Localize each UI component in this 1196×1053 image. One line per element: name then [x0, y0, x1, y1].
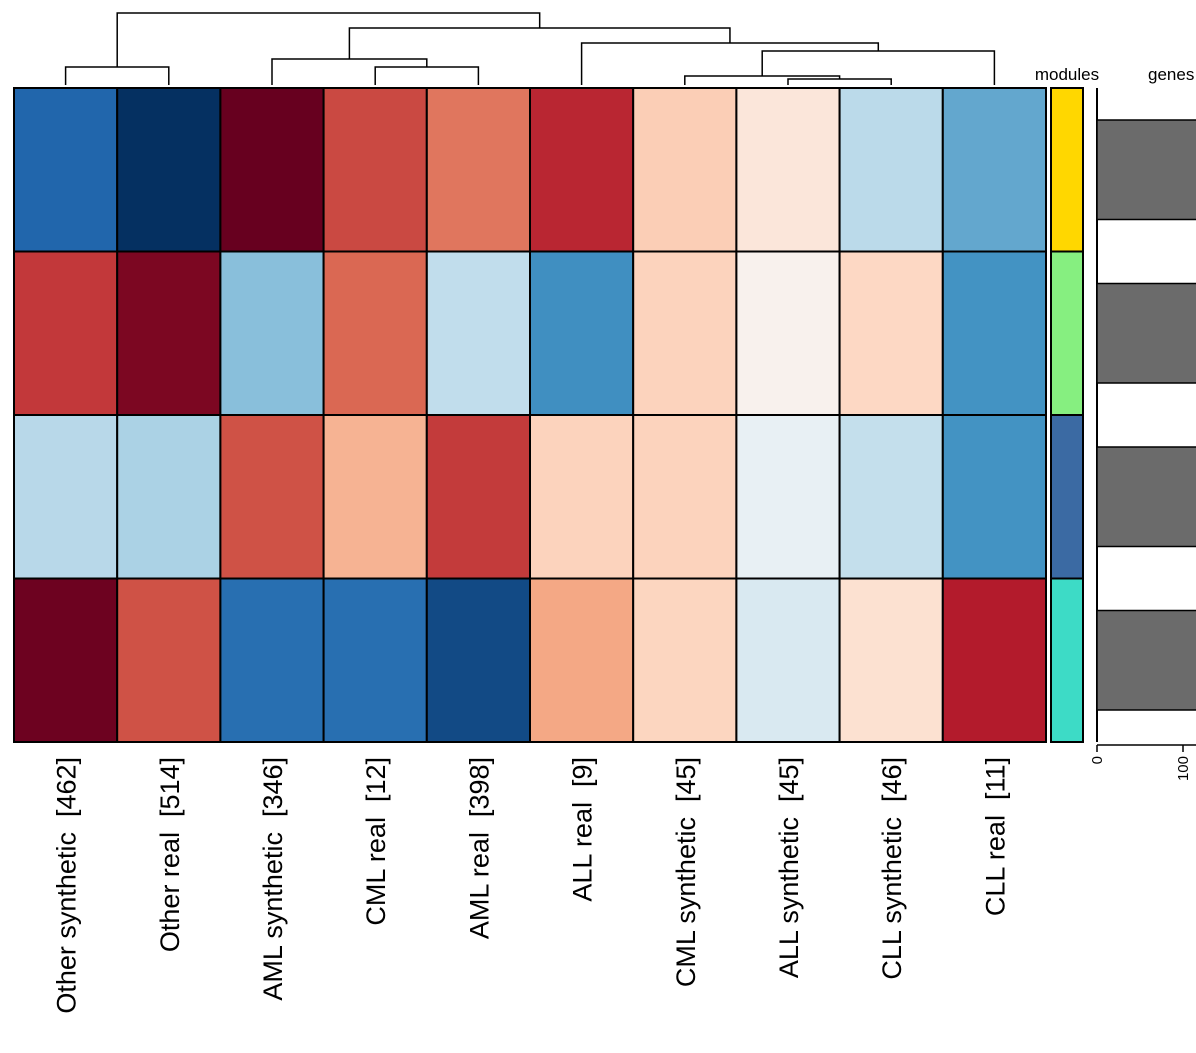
column-label: AML real [398]	[464, 757, 494, 939]
heatmap-cell	[322, 87, 428, 253]
heatmap-cell	[632, 250, 738, 416]
column-label: CLL real [11]	[980, 757, 1010, 916]
column-label: CML real [12]	[361, 757, 391, 926]
heatmap-cell	[941, 577, 1047, 743]
dendrogram-branch	[684, 75, 841, 85]
heatmap-cell	[838, 250, 944, 416]
heatmap-cell	[13, 414, 119, 580]
module-color-cell	[1050, 414, 1084, 580]
module-color-strip	[1050, 87, 1084, 743]
heatmap-cell	[838, 577, 944, 743]
column-label: CML synthetic [45]	[671, 757, 701, 987]
heatmap-cell	[941, 87, 1047, 253]
genes-tick-label: 0	[1089, 756, 1106, 764]
heatmap-cell	[838, 414, 944, 580]
dendrogram-branch	[374, 66, 480, 85]
heatmap-cell	[838, 87, 944, 253]
dendrogram-branch	[761, 50, 996, 85]
heatmap-cell	[425, 414, 531, 580]
heatmap-cell	[941, 414, 1047, 580]
heatmap-cell	[425, 87, 531, 253]
genes-bar	[1096, 609, 1196, 711]
genes-tick-label: 100	[1175, 756, 1192, 781]
heatmap-cell	[941, 250, 1047, 416]
heatmap-cell	[13, 87, 119, 253]
heatmap-cell	[13, 250, 119, 416]
heatmap-cell	[322, 250, 428, 416]
heatmap-cell	[322, 577, 428, 743]
heatmap-cell	[632, 414, 738, 580]
heatmap-cell	[116, 87, 222, 253]
dendrogram-branch	[116, 12, 541, 67]
heatmap-cell	[219, 577, 325, 743]
heatmap-cell	[219, 250, 325, 416]
column-label: Other real [514]	[155, 757, 185, 952]
heatmap-cell	[219, 414, 325, 580]
heatmap-cell	[735, 87, 841, 253]
heatmap-cell	[632, 577, 738, 743]
dendrogram-branch	[271, 58, 428, 85]
column-label: CLL synthetic [46]	[877, 757, 907, 980]
dendrogram-branch	[64, 66, 170, 85]
heatmap-cell	[219, 87, 325, 253]
column-label: Other synthetic [462]	[52, 757, 82, 1014]
genes-bar	[1096, 119, 1196, 221]
genes-bar-panel: 0100200	[1089, 88, 1196, 781]
genes-bar	[1096, 282, 1196, 384]
genes-bar	[1096, 446, 1196, 548]
heatmap-cell	[735, 250, 841, 416]
module-color-cell	[1050, 577, 1084, 743]
heatmap-cell	[735, 577, 841, 743]
heatmap-cell	[425, 577, 531, 743]
dendrogram-branch	[787, 78, 892, 85]
column-label: ALL real [9]	[568, 757, 598, 902]
heatmap-cell	[632, 87, 738, 253]
column-label: ALL synthetic [45]	[774, 757, 804, 978]
heatmap-cell	[735, 414, 841, 580]
heatmap-cell	[425, 250, 531, 416]
module-color-cell	[1050, 87, 1084, 253]
heatmap-cell	[529, 414, 635, 580]
heatmap-cells	[13, 87, 1047, 743]
heatmap-cell	[529, 577, 635, 743]
column-label: AML synthetic [346]	[258, 757, 288, 1001]
heatmap-cell	[13, 577, 119, 743]
heatmap-cell	[116, 250, 222, 416]
heatmap-cell	[116, 414, 222, 580]
column-dendrogram	[64, 12, 996, 85]
heatmap-cell	[322, 414, 428, 580]
heatmap-cell	[529, 250, 635, 416]
modules-header: modules	[1035, 65, 1099, 84]
heatmap-cell	[116, 577, 222, 743]
heatmap-cell	[529, 87, 635, 253]
genes-header: genes	[1148, 65, 1194, 84]
module-color-cell	[1050, 250, 1084, 416]
column-labels: Other synthetic [462] Other real [514] AML…	[52, 757, 1011, 1014]
